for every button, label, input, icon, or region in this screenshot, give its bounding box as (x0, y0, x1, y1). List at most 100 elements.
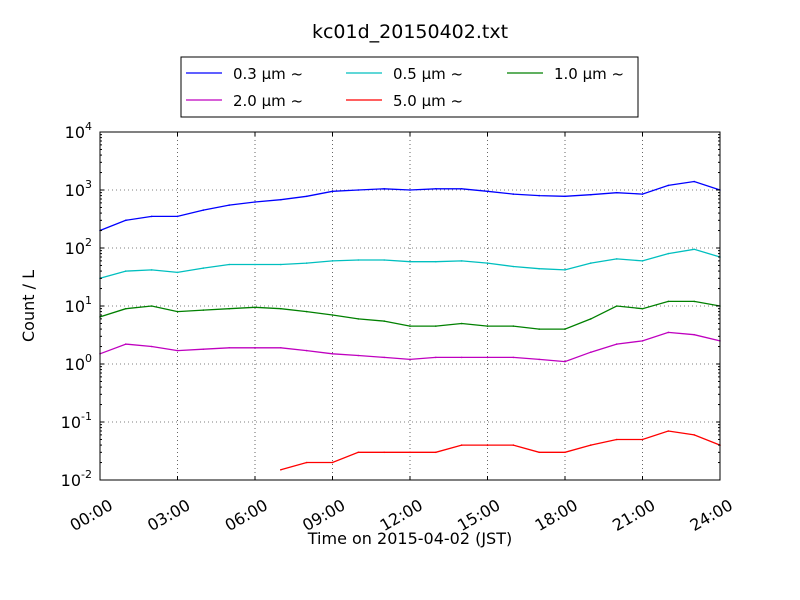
series-point (409, 325, 411, 327)
series-point (409, 358, 411, 361)
series-point (202, 309, 205, 311)
y-tick-label: 10-1 (61, 410, 92, 432)
series-point (383, 188, 386, 190)
legend-label: 2.0 μm ~ (233, 92, 303, 110)
series-point (125, 307, 127, 310)
legend-label: 0.3 μm ~ (233, 65, 303, 83)
series-point (538, 358, 540, 361)
series-point (460, 444, 463, 446)
series-point (512, 444, 515, 446)
legend: 0.3 μm ~ 0.5 μm ~ 1.0 μm ~ 2.0 μm ~ 5.0 μm ~ (180, 56, 639, 118)
series-point (641, 438, 644, 441)
series-point (357, 354, 360, 357)
series-point (150, 215, 153, 218)
legend-frame (180, 56, 639, 118)
x-tick-label: 06:00 (222, 495, 271, 535)
series-point (538, 194, 540, 197)
series-point (409, 189, 411, 191)
series-point (305, 461, 308, 464)
series-point (486, 190, 489, 193)
series-point (564, 195, 566, 198)
series-line (280, 430, 721, 471)
series-point (435, 356, 437, 359)
series-point (280, 347, 282, 349)
y-tick-label: 101 (65, 294, 92, 316)
series-point (590, 444, 592, 446)
series-point (125, 219, 127, 222)
series-point (280, 263, 282, 266)
series-point (409, 451, 411, 454)
series-point (331, 353, 334, 355)
series-point (538, 451, 540, 454)
series-point (486, 444, 489, 446)
x-tick-label: 00:00 (67, 495, 116, 535)
series-point (564, 360, 566, 363)
x-axis-label: Time on 2015-04-02 (JST) (307, 529, 512, 548)
series-point (641, 307, 644, 310)
series-point (486, 356, 489, 359)
y-tick-label: 10-2 (61, 468, 92, 490)
series-point (590, 193, 592, 196)
series-point (228, 307, 230, 310)
series-point (305, 310, 308, 313)
series-point (331, 461, 334, 464)
series-point (564, 328, 566, 330)
series-point (383, 356, 386, 359)
series-point (254, 306, 256, 309)
series-point (615, 305, 618, 307)
series-point (280, 469, 282, 471)
x-tick-label: 21:00 (609, 495, 658, 535)
series-point (254, 201, 256, 203)
series-point (460, 322, 463, 325)
series-point (435, 188, 437, 190)
legend-label: 1.0 μm ~ (554, 65, 624, 83)
series-point (564, 269, 566, 271)
series-point (228, 204, 230, 206)
series-point (254, 263, 256, 266)
series-point (538, 267, 540, 270)
series-point (435, 260, 437, 263)
series-point (150, 345, 153, 348)
series-point (538, 328, 540, 330)
axis-ticks (99, 131, 721, 481)
series-point (202, 348, 205, 351)
series-point (460, 356, 463, 359)
series-point (641, 340, 644, 342)
y-axis-label: Count / L (19, 270, 38, 342)
series-point (150, 305, 153, 307)
series-point (590, 262, 592, 264)
series-point (460, 188, 463, 190)
series-point (176, 349, 179, 352)
series-point (512, 265, 515, 268)
series-point (176, 215, 179, 218)
series-point (693, 180, 695, 183)
x-tick-label: 18:00 (532, 495, 581, 535)
series-point (409, 260, 411, 263)
series-point (667, 300, 670, 303)
series-point (150, 269, 153, 271)
legend-label: 0.5 μm ~ (393, 65, 463, 83)
series-point (202, 209, 205, 211)
series-point (305, 349, 308, 352)
series-point (693, 248, 695, 251)
series-point (383, 259, 386, 261)
series-point (693, 434, 695, 436)
series-point (693, 333, 695, 336)
series-point (228, 263, 230, 266)
series-point (125, 343, 127, 345)
series-point (590, 351, 592, 354)
series-point (331, 314, 334, 316)
series-point (564, 451, 566, 454)
series-point (512, 193, 515, 195)
series-point (357, 259, 360, 261)
series-line (99, 248, 721, 279)
series-point (667, 252, 670, 255)
x-tick-label: 03:00 (144, 495, 193, 535)
y-tick-label: 100 (65, 352, 92, 374)
y-tick-label: 102 (65, 236, 92, 258)
series-point (357, 318, 360, 320)
y-tick-labels: 10-2 10-1 100 101 102 103 104 (61, 120, 92, 490)
legend-items: 0.3 μm ~ 0.5 μm ~ 1.0 μm ~ 2.0 μm ~ 5.0 μm ~ (186, 65, 624, 110)
series-point (280, 307, 282, 310)
